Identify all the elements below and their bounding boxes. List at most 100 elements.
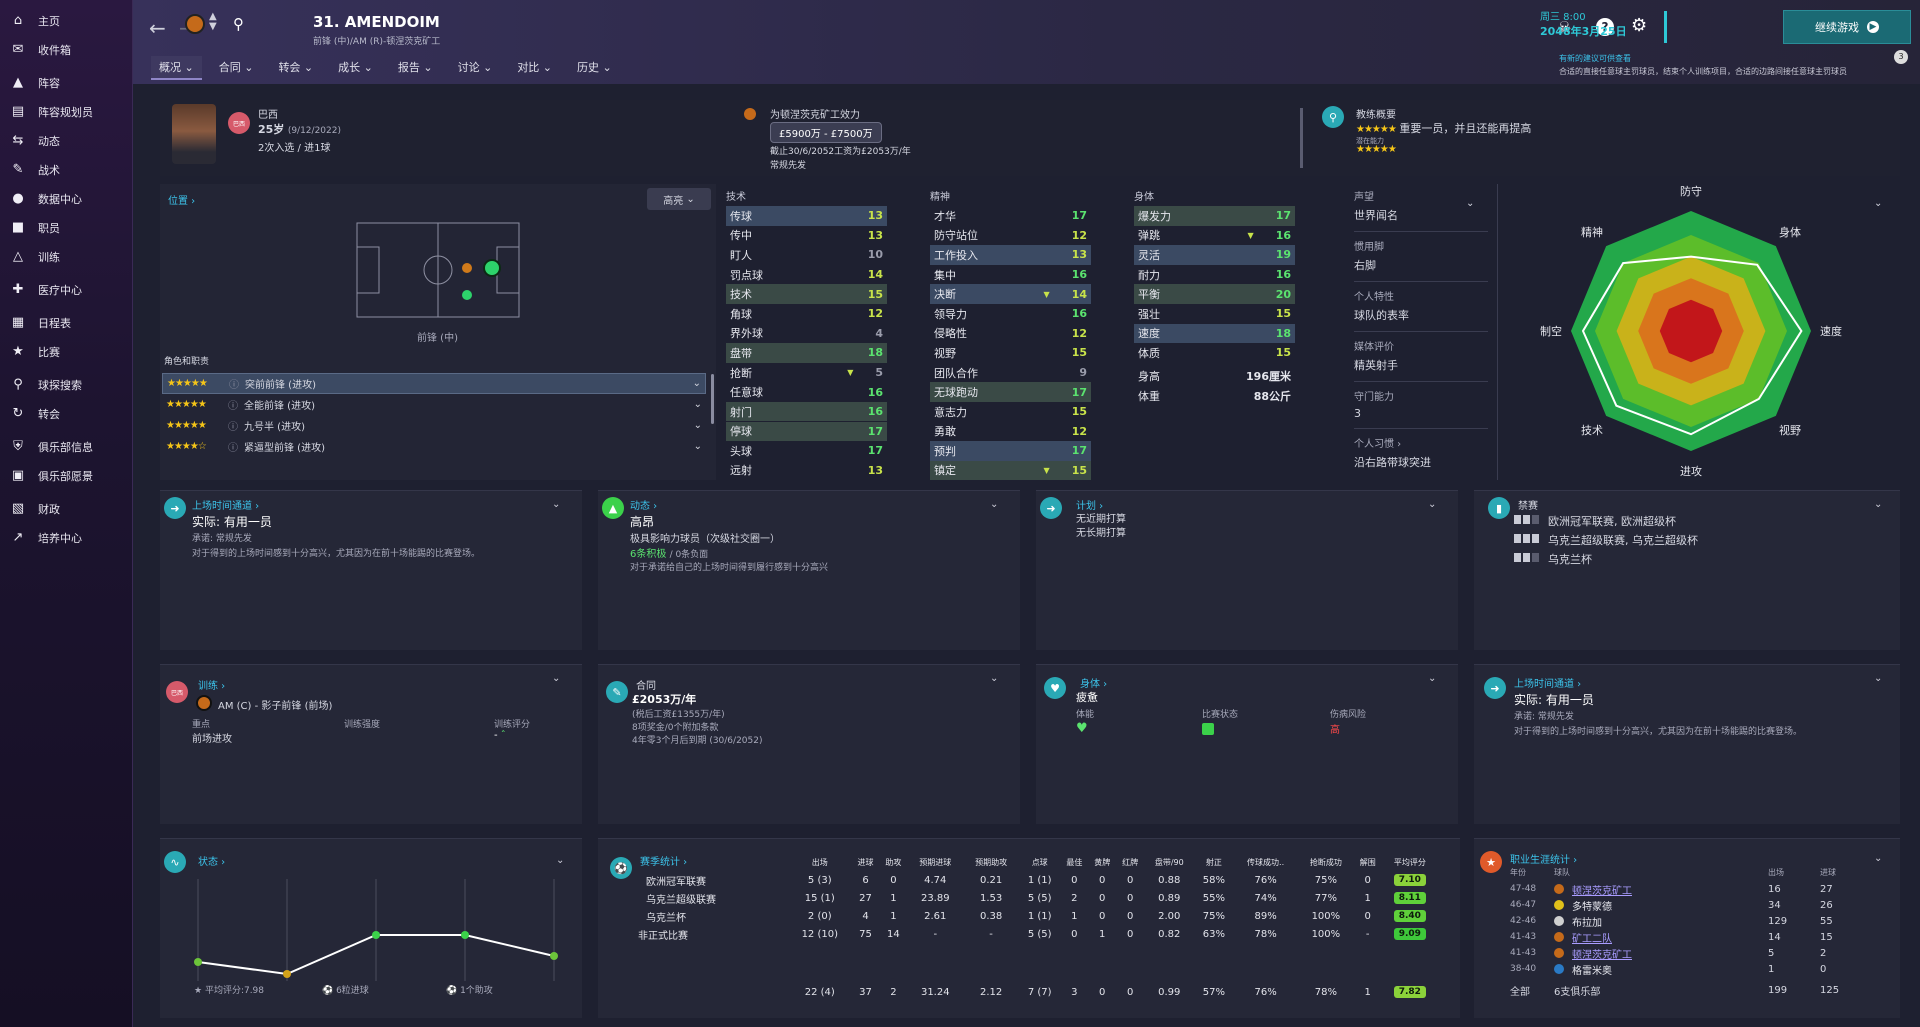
attribute-row[interactable]: 决断 ▼ 14 [930, 284, 1091, 304]
chevron-down-icon[interactable]: ⌄ [1428, 499, 1437, 510]
sidebar-item-0[interactable]: ⌂ 主页 [0, 6, 132, 35]
sidebar-item-14[interactable]: ⛨ 俱乐部信息 [0, 432, 132, 461]
attribute-row[interactable]: 防守站位 12 [930, 226, 1091, 246]
career-team[interactable]: 矿工二队 [1572, 933, 1612, 945]
highlight-dropdown[interactable]: 高亮 ⌄ [647, 188, 711, 210]
sidebar-item-8[interactable]: △ 训练 [0, 242, 132, 271]
chevron-down-icon[interactable]: ⌄ [990, 499, 999, 510]
physical-title[interactable]: 身体 › [1080, 679, 1108, 690]
transfer-value[interactable]: £5900万 - £7500万 [770, 122, 882, 143]
sidebar-item-5[interactable]: ✎ 战术 [0, 155, 132, 184]
sidebar-item-3[interactable]: ▤ 阵容规划员 [0, 97, 132, 126]
attribute-row[interactable]: 无球跑动 17 [930, 382, 1091, 402]
sidebar-item-10[interactable]: ▦ 日程表 [0, 308, 132, 337]
sidebar-item-7[interactable]: ■ 职员 [0, 213, 132, 242]
career-team[interactable]: 顿涅茨克矿工 [1572, 949, 1632, 961]
back-arrow-icon[interactable]: ← [149, 16, 166, 40]
role-row[interactable]: ★★★★★ ⓘ 突前前锋 (进攻) ⌄ [162, 373, 706, 394]
sidebar-item-15[interactable]: ▣ 俱乐部愿景 [0, 461, 132, 490]
sidebar-item-11[interactable]: ★ 比赛 [0, 337, 132, 366]
attribute-row[interactable]: 爆发力 17 [1134, 206, 1295, 226]
player-switch-icon[interactable]: ▲ ▼ [209, 11, 217, 32]
career-row[interactable]: 42-46 布拉加 129 55 [1510, 913, 1880, 929]
club-crest-icon[interactable] [185, 14, 205, 34]
plan-title[interactable]: 计划 › [1076, 501, 1104, 512]
chevron-down-icon[interactable]: ⌄ [990, 673, 999, 684]
career-row[interactable]: 38-40 格雷米奥 1 0 [1510, 961, 1880, 977]
sidebar-item-2[interactable]: ▲ 阵容 [0, 68, 132, 97]
dynamics-title[interactable]: 动态 › [630, 501, 658, 512]
season-row[interactable]: 乌克兰超级联赛 15 (1) 27 1 23.89 1.53 5 (5) 2 0 0 0.89 55%… [638, 889, 1438, 907]
career-team[interactable]: 顿涅茨克矿工 [1572, 885, 1632, 897]
sidebar-item-1[interactable]: ✉ 收件箱 [0, 35, 132, 64]
season-row[interactable]: 欧洲冠军联赛 5 (3) 6 0 4.74 0.21 1 (1) 0 0 0 0.88 58% 76% 7… [638, 871, 1438, 889]
coach-report-icon[interactable]: ⚲ [1322, 106, 1344, 128]
chevron-down-icon[interactable]: ⌄ [1428, 673, 1437, 684]
attribute-row[interactable]: 体质 15 [1134, 343, 1295, 363]
sidebar-item-4[interactable]: ⇆ 动态 [0, 126, 132, 155]
help-icon[interactable]: ? [1596, 18, 1614, 36]
roles-scrollbar[interactable] [711, 374, 714, 424]
chevron-down-icon[interactable]: ⌄ [693, 399, 702, 410]
chevron-down-icon[interactable]: ⌄ [1874, 499, 1883, 510]
season-row[interactable]: 非正式比赛 12 (10) 75 14 - - 5 (5) 0 1 0 0.82 63% 78% 100%… [638, 925, 1438, 943]
role-row[interactable]: ★★★★★ ⓘ 全能前锋 (进攻) ⌄ [162, 394, 706, 415]
attribute-row[interactable]: 工作投入 13 [930, 245, 1091, 265]
season-row[interactable]: 乌克兰杯 2 (0) 4 1 2.61 0.38 1 (1) 1 0 0 2.00 75% 89% 100… [638, 907, 1438, 925]
attribute-row[interactable]: 射门 16 [726, 401, 887, 422]
sidebar-item-9[interactable]: ✚ 医疗中心 [0, 275, 132, 304]
playtime-title[interactable]: 上场时间通道 › [192, 501, 260, 512]
role-row[interactable]: ★★★★★ ⓘ 九号半 (进攻) ⌄ [162, 415, 706, 436]
chevron-down-icon[interactable]: ⌄ [692, 378, 701, 389]
continue-button[interactable]: 继续游戏 ▶ [1783, 10, 1911, 44]
attribute-row[interactable]: 耐力 16 [1134, 265, 1295, 285]
attribute-row[interactable]: 才华 17 [930, 206, 1091, 226]
sidebar-item-6[interactable]: ● 数据中心 [0, 184, 132, 213]
career-row[interactable]: 41-43 顿涅茨克矿工 5 2 [1510, 945, 1880, 961]
attribute-row[interactable]: 停球 17 [726, 421, 887, 442]
radar-chevron-icon[interactable]: ⌄ [1874, 198, 1883, 209]
tab-4[interactable]: 报告 ⌄ [397, 61, 433, 74]
chevron-down-icon[interactable]: ⌄ [693, 441, 702, 452]
search-icon[interactable]: ⚲ [233, 15, 244, 33]
reputation-chevron-icon[interactable]: ⌄ [1466, 198, 1475, 209]
attribute-row[interactable]: 领导力 16 [930, 304, 1091, 324]
attribute-row[interactable]: 镇定 ▼ 15 [930, 460, 1091, 481]
role-row[interactable]: ★★★★☆ ⓘ 紧逼型前锋 (进攻) ⌄ [162, 436, 706, 457]
attribute-row[interactable]: 团队合作 9 [930, 363, 1091, 383]
attribute-row[interactable]: 角球 12 [726, 304, 887, 324]
attribute-row[interactable]: 速度 18 [1134, 323, 1295, 344]
attribute-row[interactable]: 传中 13 [726, 226, 887, 246]
attribute-row[interactable]: 抢断 ▼ 5 [726, 363, 887, 383]
skull-icon[interactable]: ☠ [1557, 18, 1572, 37]
career-row[interactable]: 41-43 矿工二队 14 15 [1510, 929, 1880, 945]
attribute-row[interactable]: 技术 15 [726, 284, 887, 304]
career-title[interactable]: 职业生涯统计 › [1510, 855, 1578, 866]
training-title[interactable]: 训练 › [198, 681, 226, 692]
tab-6[interactable]: 对比 ⌄ [517, 61, 553, 74]
chevron-down-icon[interactable]: ⌄ [552, 499, 561, 510]
attribute-row[interactable]: 盘带 18 [726, 343, 887, 363]
tab-2[interactable]: 转会 ⌄ [278, 61, 314, 74]
attribute-row[interactable]: 勇敢 12 [930, 422, 1091, 442]
attribute-row[interactable]: 意志力 15 [930, 402, 1091, 422]
attribute-row[interactable]: 灵活 19 [1134, 245, 1295, 265]
playtime-title[interactable]: 上场时间通道 › [1514, 679, 1582, 690]
attribute-row[interactable]: 任意球 16 [726, 382, 887, 402]
gear-icon[interactable]: ⚙ [1631, 15, 1648, 36]
chevron-down-icon[interactable]: ⌄ [1874, 673, 1883, 684]
attribute-row[interactable]: 盯人 10 [726, 245, 887, 265]
attribute-row[interactable]: 视野 15 [930, 343, 1091, 363]
career-row[interactable]: 47-48 顿涅茨克矿工 16 27 [1510, 881, 1880, 897]
sidebar-item-12[interactable]: ⚲ 球探搜索 [0, 370, 132, 399]
attribute-row[interactable]: 预判 17 [930, 441, 1091, 461]
attribute-row[interactable]: 强壮 15 [1134, 304, 1295, 324]
tab-3[interactable]: 成长 ⌄ [338, 61, 373, 74]
tab-7[interactable]: 历史 ⌄ [577, 61, 612, 74]
attribute-row[interactable]: 远射 13 [726, 461, 887, 481]
attribute-row[interactable]: 平衡 20 [1134, 284, 1295, 304]
attribute-row[interactable]: 集中 16 [930, 265, 1091, 285]
position-title[interactable]: 位置 › [168, 196, 196, 207]
chevron-down-icon[interactable]: ⌄ [693, 420, 702, 431]
sidebar-item-17[interactable]: ↗ 培养中心 [0, 523, 132, 552]
